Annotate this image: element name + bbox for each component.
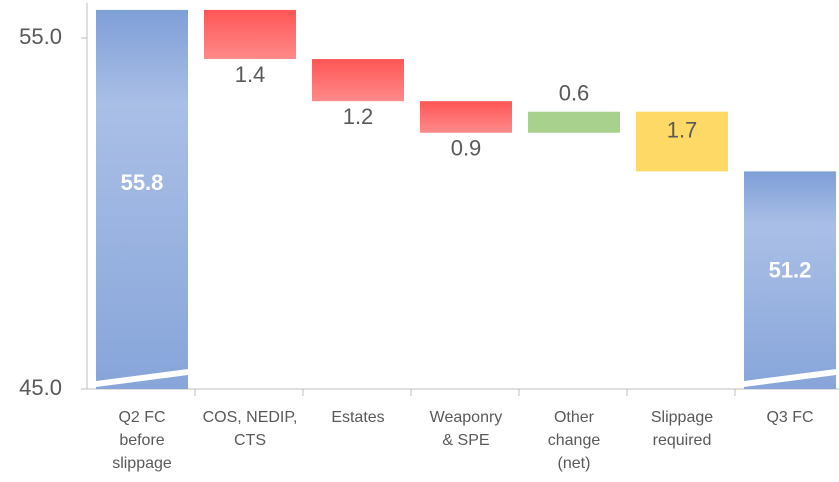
y-tick-label: 55.0 (19, 24, 62, 49)
change-bar (420, 101, 512, 133)
x-tick-label: Weaponry & SPE (429, 409, 503, 449)
value-label: 1.2 (343, 104, 374, 129)
change-bar (528, 111, 620, 133)
change-bar (312, 59, 404, 102)
total-bar (744, 171, 836, 389)
value-label: 51.2 (769, 257, 812, 282)
value-label: 0.6 (559, 81, 590, 106)
value-label: 0.9 (451, 136, 482, 161)
value-label: 1.4 (235, 62, 266, 87)
x-tick-label: Slippage required (650, 409, 714, 449)
value-label: 1.7 (667, 118, 698, 143)
change-bar (636, 111, 728, 172)
x-tick-label: Q3 FC (766, 409, 814, 426)
x-tick-label: Other change (net) (547, 409, 601, 472)
y-tick-label: 45.0 (19, 375, 62, 400)
axis-break (744, 369, 836, 387)
x-tick-label: Q2 FC before slippage (112, 409, 172, 472)
x-tick-label: Estates (331, 409, 385, 426)
axis-break (96, 369, 188, 387)
value-label: 55.8 (121, 170, 164, 195)
x-tick-label: COS, NEDIP, CTS (202, 409, 298, 449)
change-bar (204, 9, 296, 60)
total-bar (96, 9, 188, 389)
